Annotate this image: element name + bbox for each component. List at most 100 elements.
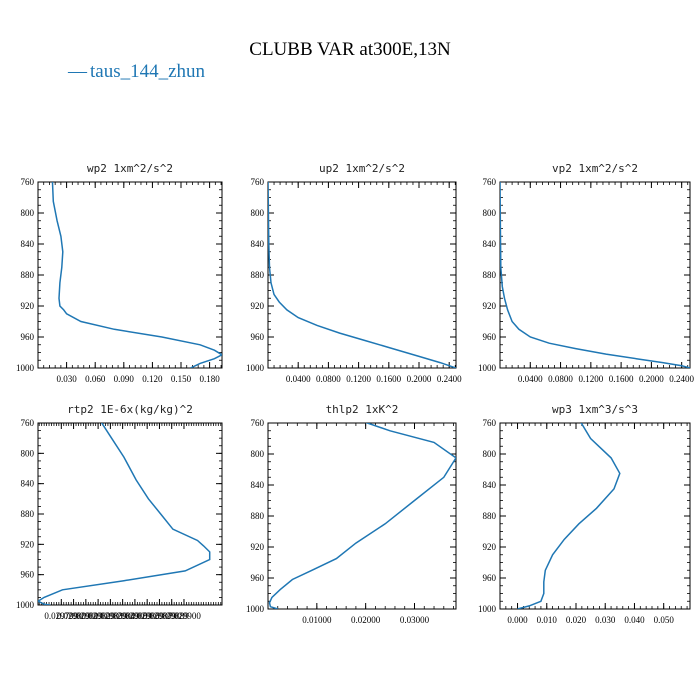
x-tick-label: 0.029859 [118, 611, 152, 621]
subplot-5: thlp2 1xK^2 760 800 840 880 920 960 1000 0.01000… [246, 403, 457, 625]
x-tick-label: 0.01000 [302, 615, 332, 625]
x-tick-label: 0.2400 [437, 374, 462, 384]
y-tick-label: 880 [21, 509, 35, 519]
series-line [38, 423, 211, 605]
y-tick-label: 800 [251, 449, 265, 459]
x-tick-label: 0.0800 [548, 374, 573, 384]
y-tick-label: 800 [251, 208, 265, 218]
y-tick-label: 920 [251, 542, 265, 552]
x-tick-label: 0.029889 [155, 611, 189, 621]
x-tick-label: 0.120 [142, 374, 163, 384]
plot-frame [37, 422, 223, 606]
x-tick-label: 0.029829 [81, 611, 115, 621]
series-line [517, 423, 621, 609]
y-tick-label: 840 [251, 239, 265, 249]
subplot-title: thlp2 1xK^2 [326, 403, 399, 416]
y-tick-label: 760 [483, 418, 497, 428]
y-tick-label: 760 [483, 177, 497, 187]
legend-symbol: — [67, 61, 88, 82]
y-tick-label: 800 [21, 208, 35, 218]
y-tick-label: 800 [21, 448, 35, 458]
subplot-3: vp2 1xm^2/s^2 760 800 840 880 920 960 1000 0.040… [478, 162, 695, 384]
x-tick-label: 0.029819 [69, 611, 103, 621]
y-tick-label: 760 [251, 418, 265, 428]
x-tick-label: 0.029849 [106, 611, 140, 621]
x-tick-label: 0.0400 [518, 374, 543, 384]
y-tick-label: 1000 [478, 604, 497, 614]
subplot-6: wp3 1xm^3/s^3 760 800 840 880 920 960 1000 0.000… [478, 403, 691, 625]
x-tick-label: 0.1600 [376, 374, 401, 384]
y-tick-label: 1000 [16, 600, 35, 610]
y-tick-label: 1000 [246, 604, 265, 614]
subplot-title: wp2 1xm^2/s^2 [87, 162, 173, 175]
y-tick-label: 960 [21, 570, 35, 580]
x-tick-label: 0.180 [199, 374, 220, 384]
y-tick-label: 960 [21, 332, 35, 342]
x-tick-label: 0.2400 [669, 374, 694, 384]
legend-entry: taus_144_zhun [90, 61, 206, 82]
y-tick-label: 840 [21, 479, 35, 489]
x-tick-label: 0.029839 [93, 611, 127, 621]
y-tick-label: 960 [483, 332, 497, 342]
x-tick-label: 0.2000 [639, 374, 664, 384]
plot-frame [499, 422, 691, 610]
y-tick-label: 840 [483, 480, 497, 490]
y-tick-label: 960 [251, 573, 265, 583]
y-tick-label: 920 [483, 542, 497, 552]
subplots-grid: wp2 1xm^2/s^2 760 800 840 880 920 960 1000 0.030… [16, 162, 695, 625]
y-tick-label: 840 [21, 239, 35, 249]
y-tick-label: 880 [251, 511, 265, 521]
y-tick-label: 840 [251, 480, 265, 490]
subplot-2: up2 1xm^2/s^2 760 800 840 880 920 960 1000 0.040… [246, 162, 462, 384]
y-tick-label: 920 [21, 539, 35, 549]
x-tick-label: 0.030 [595, 615, 616, 625]
x-tick-label: 0.029809 [57, 611, 91, 621]
x-tick-label: 0.030 [56, 374, 77, 384]
series-line [500, 182, 690, 368]
subplot-title: rtp2 1E-6x(kg/kg)^2 [67, 403, 193, 416]
y-tick-label: 1000 [246, 363, 265, 373]
y-tick-label: 1000 [16, 363, 35, 373]
y-tick-label: 920 [21, 301, 35, 311]
subplot-1: wp2 1xm^2/s^2 760 800 840 880 920 960 1000 0.030… [16, 162, 223, 384]
x-tick-label: 0.2000 [407, 374, 432, 384]
y-tick-label: 880 [21, 270, 35, 280]
y-tick-label: 920 [251, 301, 265, 311]
y-tick-label: 1000 [478, 363, 497, 373]
x-tick-label: 0.1200 [578, 374, 603, 384]
x-tick-label: 0.1200 [346, 374, 371, 384]
figure-title: CLUBB VAR at300E,13N [249, 39, 451, 60]
x-tick-label: 0.0400 [286, 374, 311, 384]
y-tick-label: 960 [251, 332, 265, 342]
legend: — taus_144_zhun [67, 61, 206, 82]
x-tick-label: 0.020 [566, 615, 587, 625]
x-tick-label: 0.029869 [130, 611, 164, 621]
y-tick-label: 840 [483, 239, 497, 249]
x-tick-label: 0.010 [537, 615, 558, 625]
plot-frame [37, 181, 223, 369]
subplot-title: wp3 1xm^3/s^3 [552, 403, 638, 416]
plot-frame [267, 422, 457, 610]
y-tick-label: 880 [483, 511, 497, 521]
plot-frame [499, 181, 691, 369]
y-tick-label: 960 [483, 573, 497, 583]
x-tick-label: 0.040 [624, 615, 645, 625]
y-tick-label: 880 [483, 270, 497, 280]
x-tick-label: 0.090 [114, 374, 135, 384]
y-tick-label: 760 [21, 418, 35, 428]
x-tick-label: 0.029879 [143, 611, 177, 621]
series-line [268, 182, 456, 368]
y-tick-label: 800 [483, 449, 497, 459]
y-tick-label: 760 [21, 177, 35, 187]
x-tick-label: 0.150 [171, 374, 192, 384]
x-tick-label: 0.0800 [316, 374, 341, 384]
series-line [268, 423, 456, 609]
x-tick-label: 0.03000 [400, 615, 430, 625]
x-tick-label: 0.029799 [44, 611, 78, 621]
x-tick-label: 0.1600 [609, 374, 634, 384]
y-tick-label: 920 [483, 301, 497, 311]
y-tick-label: 800 [483, 208, 497, 218]
y-tick-label: 760 [251, 177, 265, 187]
subplot-title: vp2 1xm^2/s^2 [552, 162, 638, 175]
